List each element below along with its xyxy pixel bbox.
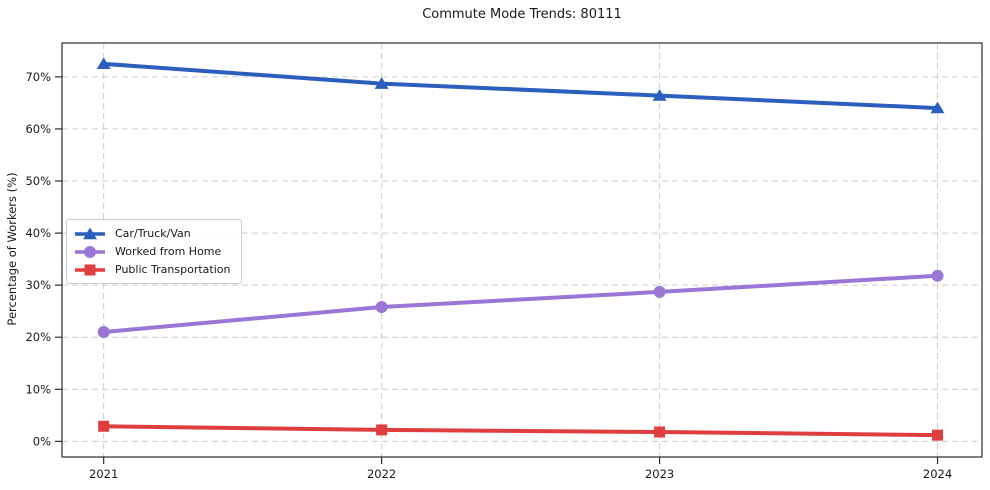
chart-title: Commute Mode Trends: 80111 xyxy=(422,7,622,22)
x-tick-label: 2022 xyxy=(367,467,396,481)
data-point-public-transportation xyxy=(98,420,110,432)
legend: Car/Truck/Van Worked from Home Public Tran… xyxy=(66,219,243,284)
data-point-worked-from-home xyxy=(653,285,666,298)
data-point-car-truck-van xyxy=(652,89,667,101)
series-line-car-truck-van xyxy=(103,61,938,111)
y-tick-label: 10% xyxy=(25,382,51,396)
data-point-car-truck-van xyxy=(374,77,389,89)
data-point-public-transportation xyxy=(654,426,666,438)
data-point-worked-from-home xyxy=(931,269,944,282)
y-tick-label: 20% xyxy=(25,330,51,344)
y-tick-label: 50% xyxy=(25,174,51,188)
legend-square-swatch-icon xyxy=(75,264,105,275)
legend-item-car-truck-van: Car/Truck/Van xyxy=(74,226,230,241)
series-line-public-transportation xyxy=(103,424,938,438)
plot-border xyxy=(61,42,983,458)
data-point-worked-from-home xyxy=(97,326,110,339)
y-tick-label: 0% xyxy=(33,434,51,448)
legend-label: Public Transportation xyxy=(115,263,231,276)
legend-label: Worked from Home xyxy=(115,245,222,258)
y-tick-label: 30% xyxy=(25,278,51,292)
data-point-car-truck-van xyxy=(930,101,945,114)
x-tick-label: 2021 xyxy=(89,467,118,481)
legend-item-worked-from-home: Worked from Home xyxy=(74,244,230,259)
x-tick-label: 2024 xyxy=(923,467,952,481)
y-tick-label: 60% xyxy=(25,122,51,136)
legend-circle-swatch-icon xyxy=(75,245,105,258)
legend-triangle-swatch-icon xyxy=(75,227,105,239)
data-point-public-transportation xyxy=(932,429,944,441)
series-line-worked-from-home xyxy=(103,273,938,335)
data-point-public-transportation xyxy=(376,424,388,436)
x-tick-label: 2023 xyxy=(645,467,674,481)
legend-item-public-transportation: Public Transportation xyxy=(74,262,230,277)
legend-swatch-marker xyxy=(83,227,97,239)
data-point-car-truck-van xyxy=(96,57,111,70)
legend-label: Car/Truck/Van xyxy=(115,227,191,240)
y-tick-label: 40% xyxy=(25,226,51,240)
y-tick-label: 70% xyxy=(25,70,51,84)
legend-swatch-marker xyxy=(84,245,96,258)
legend-swatch-marker xyxy=(84,264,96,275)
data-point-worked-from-home xyxy=(375,301,388,314)
